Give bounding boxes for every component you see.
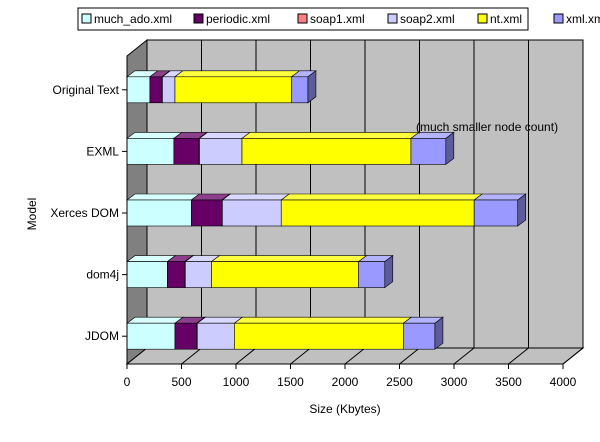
legend-swatch [81, 13, 92, 24]
category-label: Original Text [53, 83, 120, 97]
legend-item: periodic.xml [193, 12, 270, 26]
bar-segment [174, 70, 301, 104]
legend-label: soap1.xml [310, 12, 365, 26]
legend-swatch [387, 13, 398, 24]
annotation-label: (much smaller node count) [416, 120, 558, 134]
x-tick-label: 0 [124, 375, 131, 389]
legend-label: periodic.xml [206, 12, 270, 26]
y-axis-title: Model [25, 198, 39, 231]
bar-segment [184, 255, 221, 288]
legend-item: xml.xml [553, 12, 600, 26]
x-tick-label: 500 [171, 375, 191, 389]
bar-segment [473, 193, 527, 227]
bar-segment [126, 316, 184, 350]
bar-segment [196, 316, 244, 350]
bar-end-face [434, 316, 444, 350]
legend-label: nt.xml [490, 12, 522, 26]
category-label: dom4j [86, 268, 119, 282]
x-axis-title: Size (Kbytes) [309, 402, 380, 416]
bar-end-face [384, 255, 394, 289]
legend-item: nt.xml [477, 12, 522, 26]
bar-segment [126, 132, 183, 165]
floor-grid-line [453, 347, 475, 365]
x-tick-label: 1500 [277, 375, 304, 389]
floor-grid-line [344, 347, 366, 365]
bar-segment [198, 132, 251, 165]
bar-segment [126, 193, 201, 227]
bar-segment [280, 193, 484, 227]
x-tick-label: 3500 [495, 375, 522, 389]
bar-segment [126, 255, 177, 288]
floor-grid-line [290, 347, 311, 365]
floor-grid-line [181, 347, 202, 365]
category-label: EXML [86, 144, 119, 158]
legend-swatch [297, 13, 308, 24]
bar-segment [210, 255, 368, 288]
bar-segment [410, 132, 455, 165]
bar-segment [166, 255, 194, 288]
legend-item: much_ado.xml [81, 12, 172, 26]
floor-grid-line [235, 347, 257, 365]
bar-segment [221, 193, 291, 227]
bar-segment [402, 316, 444, 350]
x-tick-label: 4000 [550, 375, 577, 389]
x-tick-label: 1000 [223, 375, 250, 389]
legend-item: soap1.xml [297, 12, 365, 26]
legend: much_ado.xml periodic.xml soap1.xml soap2.x… [77, 7, 600, 31]
x-tick-label: 2500 [386, 375, 413, 389]
y-axis: Original Text EXML Xerces DOM dom4j JDOM [50, 83, 127, 343]
floor-grid-line [562, 347, 584, 365]
bar-end-face [307, 70, 317, 104]
legend-swatch [193, 13, 204, 24]
legend-label: much_ado.xml [94, 12, 172, 26]
legend-swatch [553, 13, 564, 24]
floor-grid-line [399, 347, 420, 365]
legend-label: xml.xml [566, 12, 600, 26]
bar-segment [233, 316, 413, 350]
x-axis: 0 500 1000 1500 2000 2500 3000 3500 4000 [124, 56, 577, 389]
legend-item: soap2.xml [387, 12, 455, 26]
x-tick-label: 3000 [441, 375, 468, 389]
bar-end-face [445, 131, 455, 165]
legend-label: soap2.xml [400, 12, 455, 26]
bar-end-face [517, 193, 527, 227]
floor-grid-line [508, 347, 529, 365]
x-tick-label: 2000 [332, 375, 359, 389]
category-label: Xerces DOM [50, 206, 119, 220]
legend-swatch [477, 13, 488, 24]
bars [126, 70, 527, 350]
bar-segment [241, 132, 420, 165]
category-label: JDOM [85, 329, 119, 343]
